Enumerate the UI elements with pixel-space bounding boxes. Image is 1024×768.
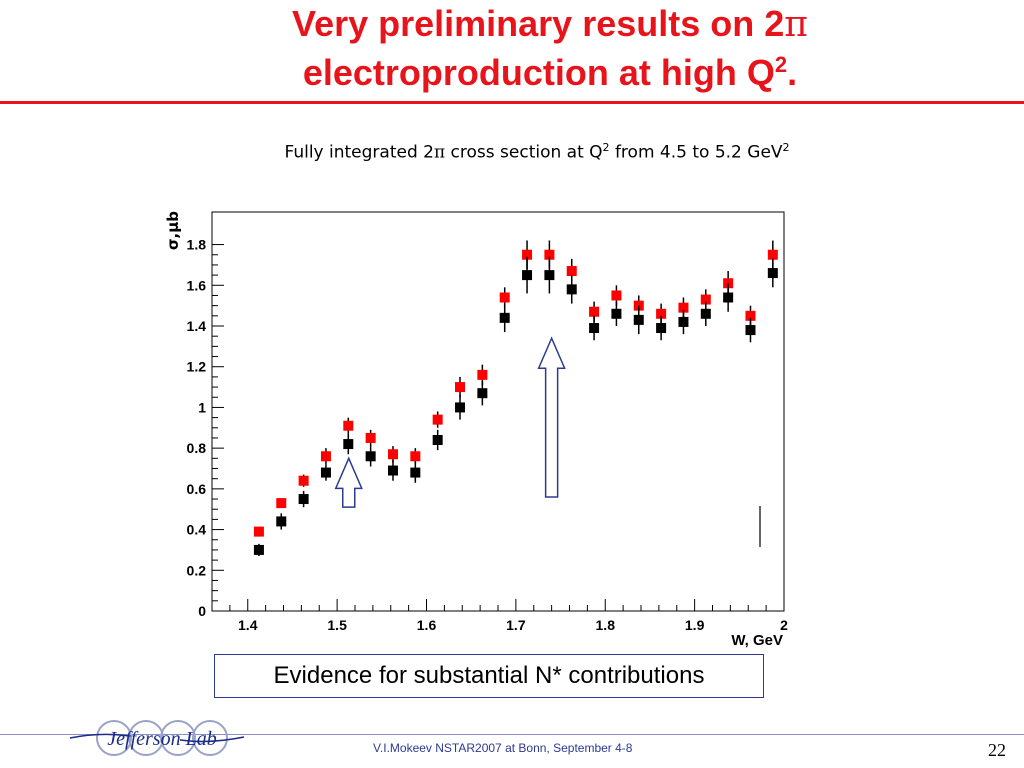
data-point bbox=[700, 294, 711, 305]
x-tick-label: 1.5 bbox=[327, 617, 347, 633]
data-point bbox=[544, 249, 555, 260]
x-axis-label: W, GeV bbox=[731, 632, 783, 649]
series-black bbox=[253, 256, 778, 557]
data-point bbox=[745, 310, 756, 321]
slide-title-line1: Very preliminary results on 2π bbox=[0, 3, 1024, 46]
data-point bbox=[477, 369, 488, 380]
y-tick-label: 0.2 bbox=[187, 562, 207, 578]
subtitle-gev2-superscript: 2 bbox=[782, 141, 790, 154]
data-point bbox=[522, 249, 533, 260]
data-point bbox=[566, 284, 577, 295]
y-tick-label: 0.6 bbox=[187, 481, 207, 497]
data-point bbox=[611, 290, 622, 301]
y-axis-label: σ,μb bbox=[164, 211, 182, 250]
chart-axes: 0 0.2 0.4 0.6 0.8 1 1.2 1.4 1.6 1.8 1.4 1.5 1.6 1.7 1.… bbox=[187, 237, 789, 633]
title-pi-symbol: π bbox=[784, 4, 808, 45]
data-point bbox=[611, 308, 622, 319]
up-arrow-small bbox=[334, 456, 363, 508]
title-line1-text: Very preliminary results on 2 bbox=[292, 3, 785, 44]
footer-divider bbox=[0, 734, 1024, 735]
series-red bbox=[253, 240, 778, 537]
data-point bbox=[276, 498, 287, 509]
y-tick-label: 0.8 bbox=[187, 440, 207, 456]
data-point bbox=[767, 249, 778, 260]
chart-annotations bbox=[334, 336, 761, 547]
data-point bbox=[723, 292, 734, 303]
data-point bbox=[745, 325, 756, 336]
data-point bbox=[387, 465, 398, 476]
title-q2-superscript: 2 bbox=[774, 52, 788, 77]
data-point bbox=[499, 292, 510, 303]
data-point bbox=[410, 467, 421, 478]
data-point bbox=[432, 414, 443, 425]
x-tick-label: 2 bbox=[780, 617, 788, 633]
data-point bbox=[343, 420, 354, 431]
data-point bbox=[678, 302, 689, 313]
title-line2-text: electroproduction at high Q bbox=[302, 52, 775, 93]
data-point bbox=[298, 494, 309, 505]
x-tick-label: 1.4 bbox=[238, 617, 258, 633]
data-point bbox=[432, 435, 443, 445]
y-tick-label: 1.6 bbox=[187, 277, 207, 293]
title-divider bbox=[0, 101, 1024, 104]
footer-text: V.I.Mokeev NSTAR2007 at Bonn, September … bbox=[373, 741, 633, 755]
y-tick-label: 1 bbox=[198, 399, 206, 415]
data-point bbox=[566, 266, 577, 277]
data-point bbox=[253, 544, 264, 555]
x-tick-label: 1.7 bbox=[506, 617, 526, 633]
slide-title-line2: electroproduction at high Q2. bbox=[0, 52, 1024, 94]
plot-frame bbox=[211, 211, 785, 612]
logo-text: Jefferson Lab bbox=[107, 728, 216, 750]
page-number: 22 bbox=[988, 740, 1006, 760]
data-point bbox=[320, 467, 331, 478]
data-point bbox=[589, 323, 600, 334]
data-point bbox=[700, 308, 711, 319]
data-point bbox=[365, 451, 376, 462]
x-tick-label: 1.9 bbox=[685, 617, 705, 633]
subtitle-text-2: cross section at Q bbox=[445, 142, 603, 163]
y-tick-label: 0 bbox=[198, 603, 206, 619]
data-point bbox=[499, 312, 510, 323]
y-tick-label: 1.2 bbox=[187, 359, 207, 375]
chart-subtitle: Fully integrated 2π cross section at Q2 … bbox=[0, 141, 1024, 163]
data-point bbox=[477, 388, 488, 399]
data-point bbox=[678, 316, 689, 327]
data-point bbox=[544, 270, 555, 281]
data-point bbox=[656, 308, 667, 319]
x-tick-label: 1.6 bbox=[417, 617, 437, 633]
data-point bbox=[343, 439, 354, 450]
data-point bbox=[365, 432, 376, 443]
jefferson-lab-logo: Jefferson Lab bbox=[69, 720, 245, 756]
data-point bbox=[633, 314, 644, 325]
chart-marks bbox=[253, 240, 778, 557]
data-point bbox=[320, 451, 331, 462]
data-point bbox=[767, 268, 778, 279]
subtitle-text-3: from 4.5 to 5.2 GeV bbox=[609, 142, 783, 163]
plot-border bbox=[211, 211, 785, 612]
y-tick-label: 1.8 bbox=[187, 237, 207, 253]
evidence-callout: Evidence for substantial N* contribution… bbox=[214, 654, 764, 698]
subtitle-pi-symbol: π bbox=[433, 142, 446, 163]
data-point bbox=[298, 475, 309, 486]
data-point bbox=[253, 526, 264, 537]
subtitle-text-1: Fully integrated 2 bbox=[284, 142, 434, 163]
data-point bbox=[410, 451, 421, 462]
data-point bbox=[455, 402, 466, 413]
title-line2-period: . bbox=[787, 52, 798, 93]
subtitle-q2-superscript: 2 bbox=[602, 141, 610, 154]
data-point bbox=[522, 270, 533, 281]
y-tick-label: 1.4 bbox=[187, 318, 207, 334]
x-tick-label: 1.8 bbox=[596, 617, 616, 633]
y-tick-label: 0.4 bbox=[187, 522, 207, 538]
data-point bbox=[656, 323, 667, 334]
data-point bbox=[455, 382, 466, 393]
up-arrow-large bbox=[537, 336, 566, 498]
data-point bbox=[387, 449, 398, 460]
data-point bbox=[589, 306, 600, 317]
data-point bbox=[276, 516, 287, 527]
